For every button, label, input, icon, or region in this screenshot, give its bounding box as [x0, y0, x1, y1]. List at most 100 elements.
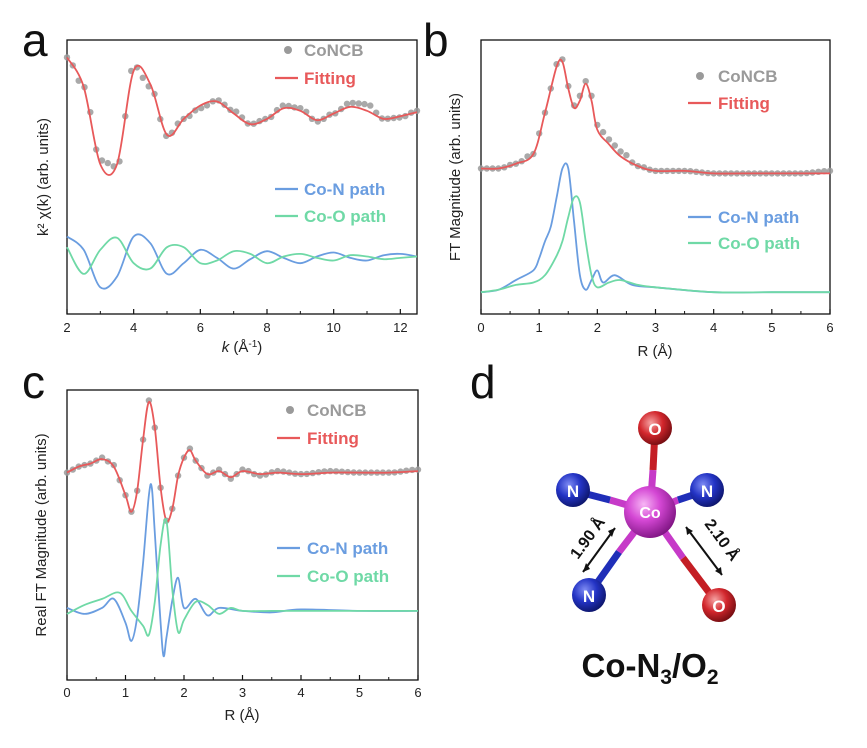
panel-d-letter: d	[470, 356, 496, 408]
atom-co-center: Co	[624, 486, 676, 538]
data-point-concb	[104, 159, 112, 167]
x-tick-label: 1	[122, 685, 129, 700]
series-line-fitting	[480, 58, 830, 175]
x-tick-label: 10	[326, 320, 340, 335]
svg-text:N: N	[583, 587, 595, 606]
panel-a-letter: a	[22, 14, 48, 66]
legend-label-co-n: Co-N path	[304, 180, 385, 199]
panel-a-chart: 2 4 6 8 10 12 k (Å-1) k² χ(k) (arb. units) Co…	[35, 39, 421, 357]
data-point-concb	[605, 136, 613, 143]
data-point-concb	[611, 142, 618, 149]
series-line-co-o-path	[480, 195, 830, 294]
x-tick-label: 4	[710, 320, 717, 335]
panel-c-chart: 0 1 2 3 4 5 6 R (Å) Real FT Magnitude (arb. un…	[33, 389, 422, 724]
panel-c-y-axis-label: Real FT Magnitude (arb. units)	[33, 433, 50, 636]
data-point-concb	[163, 132, 170, 140]
series-line-fitting	[66, 56, 418, 176]
legend-label-co-o: Co-O path	[304, 207, 386, 226]
x-tick-label: 3	[239, 685, 246, 700]
legend-label-fitting: Fitting	[307, 429, 359, 448]
panel-a-x-axis-label: k (Å-1)	[222, 339, 263, 357]
data-point-concb	[367, 102, 374, 109]
panel-a-series	[63, 54, 421, 290]
panel-a-y-axis-label: k² χ(k) (arb. units)	[35, 118, 52, 236]
x-tick-label: 6	[414, 685, 421, 700]
data-point-concb	[617, 148, 624, 155]
series-line-co-n-path	[66, 233, 418, 290]
panel-c-x-axis-label: R (Å)	[225, 707, 260, 724]
panel-c-letter: c	[22, 356, 45, 408]
data-point-concb	[559, 56, 566, 63]
legend-label-concb: CoNCB	[718, 67, 778, 86]
x-tick-label: 6	[826, 320, 833, 335]
x-tick-label: 12	[393, 320, 407, 335]
panel-b-frame	[480, 39, 831, 315]
series-line-co-o-path	[66, 236, 418, 275]
svg-text:O: O	[648, 420, 661, 439]
panel-c-series	[63, 397, 422, 658]
x-tick-label: 4	[297, 685, 304, 700]
bond-length-n-label: 1.90 Å	[566, 513, 609, 563]
svg-text:O: O	[712, 597, 725, 616]
x-tick-label: 8	[263, 320, 270, 335]
panel-a-ticks: 2 4 6 8 10 12	[63, 309, 408, 335]
x-tick-label: 3	[652, 320, 659, 335]
data-point-concb	[343, 100, 351, 108]
atom-o-bottom: O	[702, 588, 736, 622]
legend-label-fitting: Fitting	[718, 94, 770, 113]
legend-label-co-o: Co-O path	[718, 234, 800, 253]
panel-b-y-axis-label: FT Magnitude (arb. units)	[447, 93, 464, 261]
data-point-concb	[332, 468, 340, 475]
structure-formula: Co-N3/O2	[581, 647, 718, 689]
legend-marker-concb	[284, 46, 292, 54]
x-tick-label: 5	[768, 320, 775, 335]
data-point-concb	[361, 100, 368, 108]
legend-label-co-n: Co-N path	[307, 539, 388, 558]
data-point-concb	[582, 78, 589, 85]
series-line-fitting	[66, 401, 419, 523]
data-point-concb	[599, 128, 607, 136]
atom-o-top: O	[638, 411, 672, 445]
series-line-co-n-path	[480, 162, 830, 294]
panel-c-legend: CoNCB Fitting Co-N path Co-O path	[277, 401, 389, 586]
coordination-structure: O N N N O Co 1.90 Å	[556, 411, 744, 689]
atom-n-right: N	[690, 473, 724, 507]
data-point-concb	[623, 152, 630, 159]
svg-text:Co: Co	[639, 505, 661, 522]
legend-label-co-n: Co-N path	[718, 208, 799, 227]
panel-a-legend: CoNCB Fitting Co-N path Co-O path	[275, 41, 386, 226]
legend-label-concb: CoNCB	[307, 401, 367, 420]
panel-c-ticks: 0 1 2 3 4 5 6	[63, 675, 422, 700]
atom-n-bottom: N	[572, 578, 606, 612]
legend-label-co-o: Co-O path	[307, 567, 389, 586]
legend-label-concb: CoNCB	[304, 41, 364, 60]
panel-b-series	[477, 56, 834, 294]
legend-label-fitting: Fitting	[304, 69, 356, 88]
x-tick-label: 2	[63, 320, 70, 335]
x-tick-label: 6	[197, 320, 204, 335]
data-point-concb	[355, 100, 362, 107]
x-tick-label: 1	[536, 320, 543, 335]
panel-b-x-axis-label: R (Å)	[638, 343, 673, 360]
svg-text:N: N	[567, 482, 579, 501]
panel-b-ticks: 0 1 2 3 4 5 6	[477, 309, 834, 335]
legend-marker-concb	[696, 72, 704, 80]
legend-marker-concb	[286, 406, 294, 414]
svg-text:N: N	[701, 482, 713, 501]
panel-b-letter: b	[423, 14, 449, 66]
x-tick-label: 2	[594, 320, 601, 335]
data-point-concb	[192, 107, 199, 114]
bond-length-o-arrow: 2.10 Å	[685, 515, 744, 576]
x-tick-label: 4	[130, 320, 137, 335]
x-tick-label: 5	[356, 685, 363, 700]
panel-b-legend: CoNCB Fitting Co-N path Co-O path	[688, 67, 800, 253]
atom-n-left: N	[556, 473, 590, 507]
bond-length-o-label: 2.10 Å	[701, 515, 744, 565]
panel-c-frame	[66, 389, 419, 681]
x-tick-label: 0	[63, 685, 70, 700]
series-line-co-o-path	[66, 518, 418, 637]
data-point-concb	[403, 467, 410, 474]
panel-a-frame	[66, 39, 418, 315]
